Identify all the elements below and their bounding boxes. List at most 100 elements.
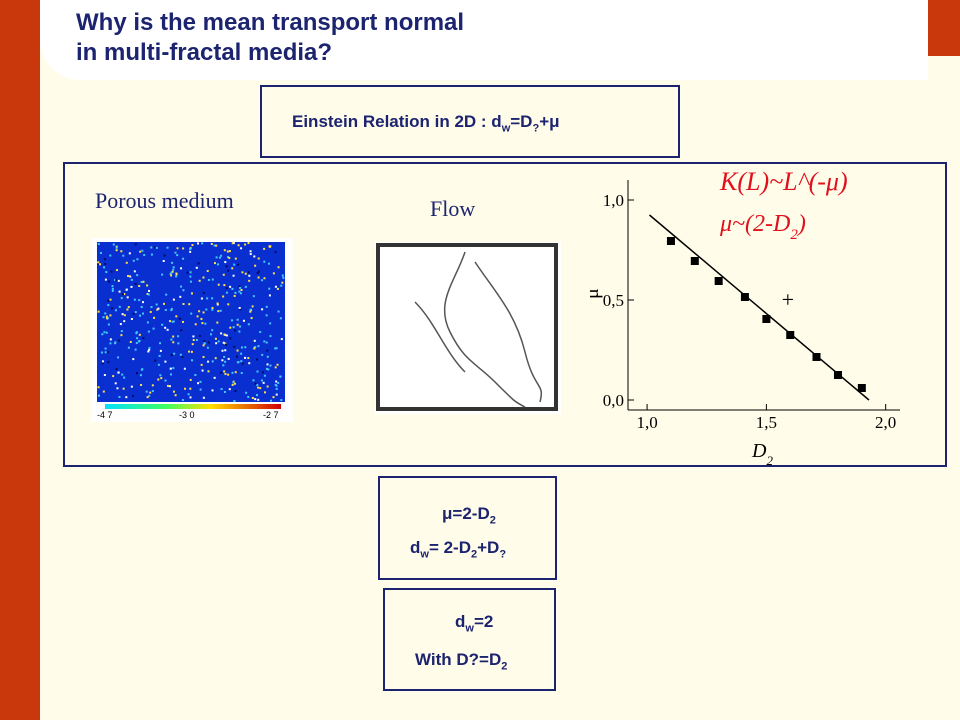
porous-cell [259,387,262,390]
porous-cell [277,310,280,313]
text: 2 [471,548,478,561]
porous-cell [244,285,247,288]
porous-cell [191,343,194,346]
porous-cell [172,367,175,370]
porous-cell [251,305,254,308]
porous-cell [160,377,163,380]
porous-cell [253,347,256,350]
porous-cell [101,333,104,336]
porous-cell [184,387,187,390]
porous-cell [199,380,202,383]
porous-cell [179,353,182,356]
porous-cell [189,378,192,381]
porous-cell [195,339,198,342]
porous-cell [111,285,114,288]
porous-cell [220,332,223,335]
porous-cell [234,329,237,332]
x-tick-label: 1,0 [636,413,657,432]
porous-cell [191,244,194,247]
porous-cell [115,269,118,272]
colorbar-label: -2 7 [263,410,279,420]
porous-cell [281,274,284,277]
porous-cell [180,267,183,270]
porous-cell [121,313,124,316]
flow-frame [376,243,558,411]
porous-cell [263,260,266,263]
porous-cell [130,318,133,321]
porous-cell [265,341,268,344]
porous-cell [132,358,135,361]
porous-cell [227,357,230,360]
porous-cell [222,295,225,298]
text: With D?=D [415,650,502,669]
porous-cell [237,244,240,247]
porous-cell [135,342,138,345]
porous-cell [240,372,243,375]
porous-cell [234,291,237,294]
porous-cell [127,346,130,349]
text: μ~(2-D [719,211,790,237]
porous-cell [275,380,278,383]
porous-cell [247,271,250,274]
porous-cell [170,373,173,376]
porous-cell [118,305,121,308]
porous-cell [211,308,214,311]
porous-cell [172,268,175,271]
porous-cell [172,266,175,269]
porous-cell [119,323,122,326]
porous-cell [153,316,156,319]
einstein-box: Einstein Relation in 2D : dw=D?+μ [260,85,680,158]
porous-cell [163,254,166,257]
porous-cell [263,247,266,250]
plot: K(L)~L^(-μ) μ~(2-D2) μ D2 1,01,52,00,00,… [590,167,900,465]
text: d [455,612,466,631]
porous-cell [182,247,185,250]
text: D [751,440,767,462]
porous-cell [265,314,268,317]
porous-cell [169,367,172,370]
porous-cell [189,250,192,253]
porous-cell [166,328,169,331]
porous-cell [125,288,128,291]
porous-cell [97,262,100,265]
porous-cell [138,333,141,336]
porous-cell [277,381,280,384]
porous-cell [265,367,268,370]
porous-cell [198,279,201,282]
porous-cell [115,245,118,248]
porous-cell [275,387,278,390]
porous-cell [104,312,107,315]
porous-cell [106,317,109,320]
porous-cell [180,329,183,332]
porous-cell [224,360,227,363]
porous-cell [104,278,107,281]
porous-cell [130,285,133,288]
porous-cell [132,312,135,315]
porous-cell [182,302,185,305]
porous-cell [201,369,204,372]
porous-cell [134,348,137,351]
porous-cell [213,376,216,379]
porous-cell [104,351,107,354]
porous-cell [99,251,102,254]
porous-cell [274,383,277,386]
porous-cell [166,384,169,387]
porous-cell [279,375,282,378]
porous-cell [105,315,108,318]
porous-cell [111,289,114,292]
porous-cell [202,344,205,347]
porous-cell [122,387,125,390]
porous-cell [218,256,221,259]
porous-cell [252,295,255,298]
porous-cell [190,292,193,295]
title-line: Why is the mean transport normal [76,9,465,36]
porous-cell [118,290,121,293]
porous-cell [120,330,123,333]
porous-cell [109,314,112,317]
porous-cell [147,293,150,296]
porous-cell [134,311,137,314]
porous-cell [268,294,271,297]
porous-cell [249,253,252,256]
data-point [762,315,771,323]
text: = 2-D [428,538,471,557]
